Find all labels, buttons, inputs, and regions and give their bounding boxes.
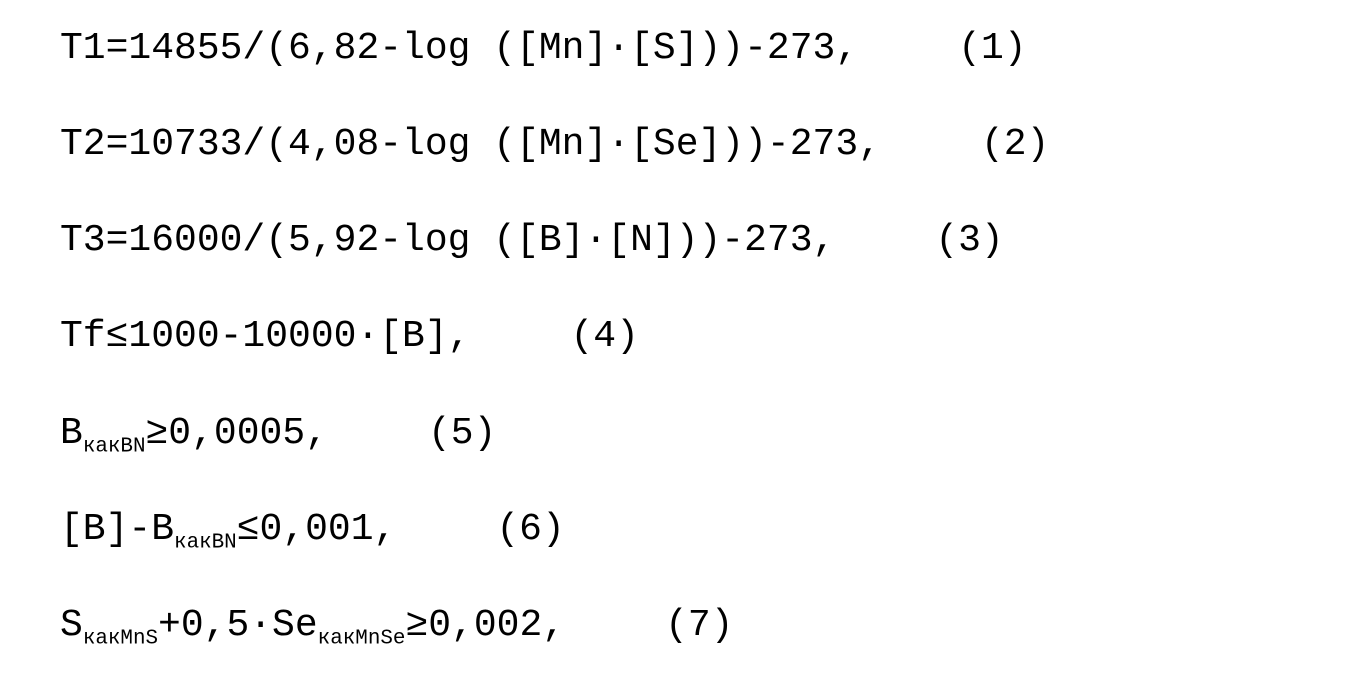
equation-number: (2) bbox=[981, 126, 1049, 164]
equation-body: Tf≤1000-10000·[B], bbox=[60, 318, 470, 356]
equation-body: [B]-BкакBN≤0,001, bbox=[60, 511, 396, 549]
equation-row: SкакMnS+0,5·SeкакMnSe≥0,002, (7) bbox=[60, 607, 1328, 645]
equation-body: SкакMnS+0,5·SeкакMnSe≥0,002, bbox=[60, 607, 565, 645]
equation-body: T2=10733/(4,08-log ([Mn]·[Se]))-273, bbox=[60, 126, 881, 164]
equation-body: BкакBN≥0,0005, bbox=[60, 415, 328, 453]
equation-row: T2=10733/(4,08-log ([Mn]·[Se]))-273, (2) bbox=[60, 126, 1328, 164]
equation-row: Tf≤1000-10000·[B], (4) bbox=[60, 318, 1328, 356]
equation-number: (3) bbox=[935, 222, 1003, 260]
equation-number: (5) bbox=[428, 415, 496, 453]
equation-number: (4) bbox=[570, 318, 638, 356]
equation-body: T3=16000/(5,92-log ([B]·[N]))-273, bbox=[60, 222, 835, 260]
equation-number: (1) bbox=[958, 30, 1026, 68]
equation-row: T3=16000/(5,92-log ([B]·[N]))-273, (3) bbox=[60, 222, 1328, 260]
equation-row: T1=14855/(6,82-log ([Mn]·[S]))-273, (1) bbox=[60, 30, 1328, 68]
equation-number: (7) bbox=[665, 607, 733, 645]
equation-row: BкакBN≥0,0005, (5) bbox=[60, 415, 1328, 453]
equation-number: (6) bbox=[496, 511, 564, 549]
equation-row: [B]-BкакBN≤0,001, (6) bbox=[60, 511, 1328, 549]
equation-body: T1=14855/(6,82-log ([Mn]·[S]))-273, bbox=[60, 30, 858, 68]
equations-block: T1=14855/(6,82-log ([Mn]·[S]))-273, (1) T2… bbox=[0, 0, 1368, 675]
